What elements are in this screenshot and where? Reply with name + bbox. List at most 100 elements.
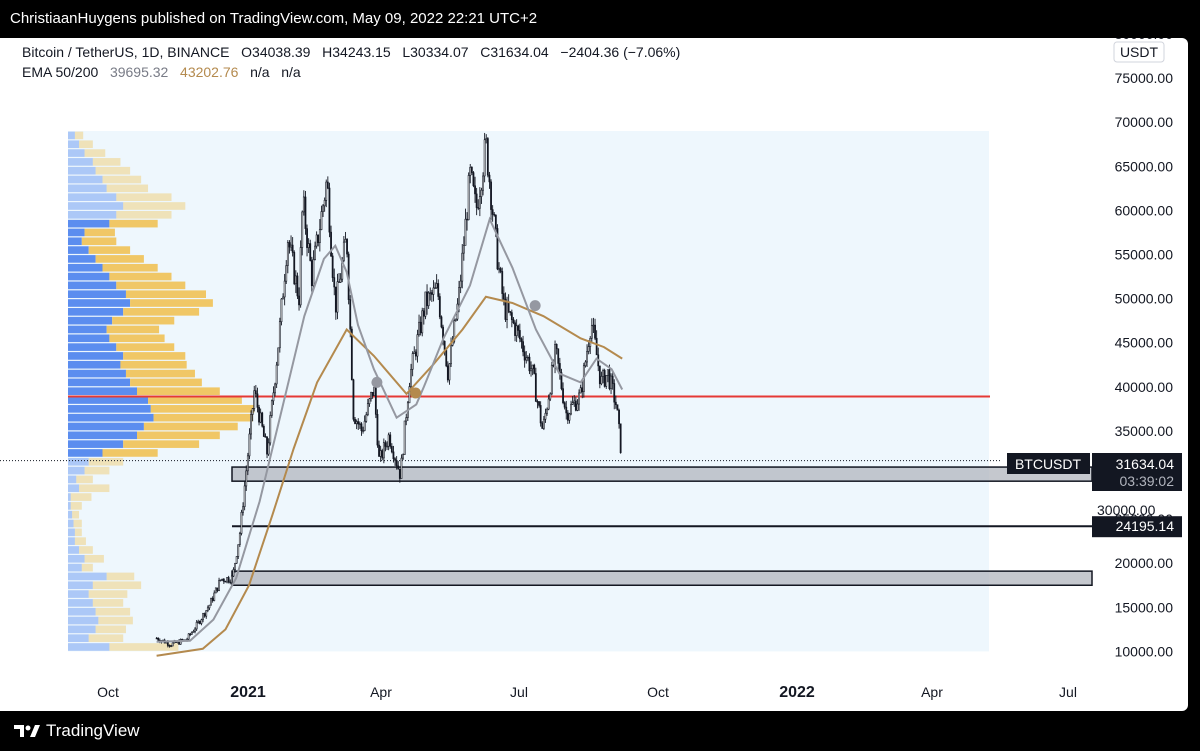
volume-bar-down: [143, 422, 238, 431]
volume-bar-down: [130, 299, 213, 307]
ema200-value: 43202.76: [180, 64, 239, 80]
candle-body: [216, 587, 219, 591]
candle-body: [315, 234, 318, 247]
candle-body: [618, 409, 620, 425]
volume-bar-up: [68, 228, 85, 237]
candle-body: [290, 244, 292, 248]
candle-body: [395, 459, 398, 467]
candle-body: [397, 465, 400, 470]
candle-body: [312, 259, 315, 287]
candle-body: [459, 280, 462, 288]
price-chart[interactable]: USDT 80000.00 75000.00 70000.00 65000.00 6000…: [0, 38, 1188, 711]
volume-bar-down: [95, 166, 131, 175]
volume-bar-down: [109, 643, 179, 651]
candle-body: [298, 295, 300, 306]
candle-body: [213, 592, 216, 601]
candle-body: [386, 445, 388, 448]
volume-bar-down: [76, 475, 93, 484]
candle-body: [493, 214, 496, 216]
ema-lines: [156, 216, 624, 657]
candle-body: [602, 370, 604, 377]
support-zone: [231, 570, 1093, 586]
volume-bar-up: [68, 634, 89, 642]
time-tick-label: Oct: [647, 684, 669, 700]
volume-bar-up: [68, 343, 117, 351]
candle-body: [168, 645, 171, 647]
volume-bar-up: [68, 396, 149, 404]
candle-body: [248, 433, 251, 457]
candle-body: [440, 316, 443, 328]
ema-legend[interactable]: EMA 50/200 39695.32 43202.76 n/a n/a: [22, 64, 301, 80]
candle-body: [424, 291, 427, 317]
candle-body: [338, 281, 340, 283]
tradingview-logo[interactable]: TradingView: [14, 721, 140, 741]
candle-body: [461, 252, 464, 282]
candle-body: [394, 458, 396, 461]
open-value: 34038.39: [252, 44, 311, 60]
high-value: 34243.15: [332, 44, 391, 60]
currency-label: USDT: [1120, 44, 1159, 60]
volume-bar-down: [84, 466, 110, 475]
candle-body: [208, 604, 211, 609]
footer: TradingView: [0, 711, 1200, 751]
candle-body: [250, 414, 252, 435]
candle-body: [261, 412, 264, 427]
chart-panel[interactable]: USDT 80000.00 75000.00 70000.00 65000.00 6000…: [0, 38, 1188, 711]
volume-profile: [68, 131, 989, 652]
time-axis[interactable]: Oct 2021 Apr Jul Oct 2022 Apr Jul: [97, 684, 1077, 701]
publish-info: ChristiaanHuygens published on TradingVi…: [10, 10, 538, 27]
price-tick-label: 55000.00: [1115, 247, 1174, 263]
candle-body: [520, 338, 523, 342]
candle-body: [613, 383, 616, 403]
volume-bar-up: [68, 193, 117, 201]
volume-bar-up: [68, 519, 74, 528]
last-price-label: 31634.04: [1116, 456, 1175, 472]
candle-body: [605, 375, 608, 387]
candle-body: [526, 356, 529, 359]
candle-body: [227, 577, 230, 583]
candle-body: [357, 421, 360, 425]
candle-body: [317, 234, 320, 243]
candle-body: [525, 357, 528, 361]
volume-bar-down: [98, 616, 133, 625]
candle-body: [584, 361, 587, 367]
volume-bar-down: [92, 599, 124, 607]
volume-bar-down: [123, 440, 200, 448]
candle-body: [219, 579, 222, 582]
volume-bar-up: [68, 546, 80, 554]
candle-body: [533, 364, 536, 374]
price-tick-label: 65000.00: [1115, 158, 1174, 174]
candle-body: [211, 598, 214, 601]
candle-body: [446, 365, 449, 381]
time-tick-label: 2022: [779, 684, 815, 701]
open-label: O: [241, 44, 253, 60]
candle-body: [427, 292, 430, 307]
volume-bar-down: [88, 590, 128, 598]
volume-bar-up: [68, 299, 131, 307]
candle-body: [296, 275, 299, 297]
candle-body: [254, 390, 257, 395]
volume-bar-up: [68, 360, 121, 369]
candle-body: [429, 292, 432, 294]
candle-body: [398, 468, 401, 479]
candle-body: [464, 218, 467, 246]
close-value: 31634.04: [490, 44, 549, 60]
candle-body: [413, 351, 416, 354]
candle-body: [366, 403, 369, 416]
volume-bar-down: [123, 352, 186, 360]
time-tick-label: Jul: [510, 684, 528, 700]
last-price-box: [1092, 453, 1182, 491]
price-axis[interactable]: USDT 80000.00 75000.00 70000.00 65000.00 6000…: [1097, 38, 1173, 659]
candle-body: [437, 283, 440, 297]
volume-bar-up: [68, 581, 93, 590]
volume-bar-down: [106, 184, 149, 193]
candle-body: [365, 414, 368, 422]
candle-body: [328, 187, 331, 233]
profile-range-background: [68, 131, 989, 652]
candle-body: [570, 404, 572, 415]
candle-body: [578, 392, 580, 405]
candle-body: [240, 511, 243, 534]
candle-body: [411, 353, 414, 370]
candle-body: [573, 400, 576, 403]
candle-body: [555, 344, 558, 350]
